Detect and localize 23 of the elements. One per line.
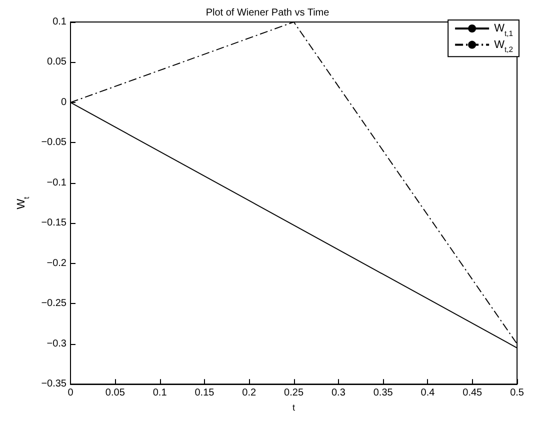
x-tick-label: 0.1 xyxy=(152,388,168,399)
y-tick-label: −0.05 xyxy=(41,137,67,148)
y-tick-label: −0.35 xyxy=(41,378,67,390)
y-tick-label: 0 xyxy=(60,96,67,108)
y-tick-label: 0.05 xyxy=(47,56,67,68)
x-tick-label: 0.3 xyxy=(331,388,346,399)
x-tick-label: 0.4 xyxy=(420,388,436,399)
y-tick-label: −0.3 xyxy=(46,338,67,350)
y-tick-label: 0.1 xyxy=(52,16,67,28)
chart-title: Plot of Wiener Path vs Time xyxy=(206,8,330,18)
y-tick-label: −0.2 xyxy=(46,258,67,269)
y-tick-label: −0.1 xyxy=(46,177,67,188)
x-tick-label: 0.2 xyxy=(242,388,257,399)
y-tick-label: −0.15 xyxy=(41,218,67,229)
x-tick-label: 0.15 xyxy=(194,388,215,399)
x-tick-label: 0.35 xyxy=(373,388,394,399)
x-tick-label: 0.25 xyxy=(284,388,304,399)
x-axis-title: t xyxy=(292,402,296,412)
x-tick-label: 0.05 xyxy=(105,388,126,399)
x-tick-label: 0 xyxy=(68,388,74,399)
y-tick-label: −0.25 xyxy=(41,298,67,310)
x-tick-label: 0.5 xyxy=(510,388,524,399)
x-tick-label: 0.45 xyxy=(462,388,483,399)
